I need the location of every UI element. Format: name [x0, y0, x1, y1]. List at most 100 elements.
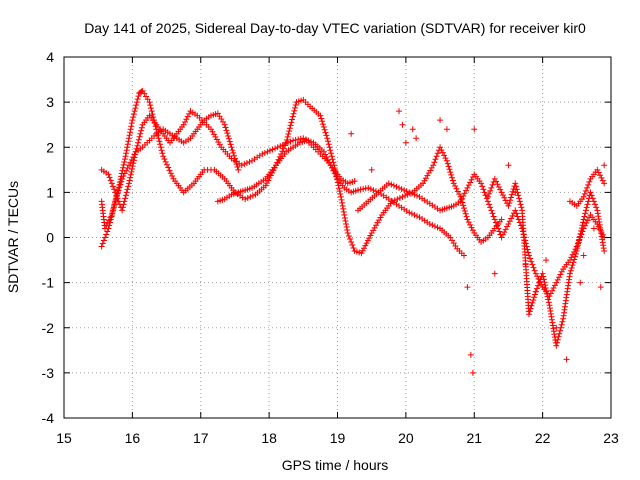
data-point-track-e [461, 190, 468, 197]
data-point-track-b [121, 198, 128, 205]
data-point-track-a [447, 169, 454, 176]
data-point-track-f [489, 181, 496, 188]
data-point-track-e [390, 182, 397, 189]
data-point-track-b [124, 186, 131, 193]
data-point-track-f [544, 293, 551, 300]
data-point-track-c [233, 161, 240, 168]
data-point-track-f [515, 192, 522, 199]
data-point-outliers [580, 252, 587, 259]
data-point-track-f [499, 192, 506, 199]
data-point-track-a [342, 217, 349, 224]
data-point-track-f [569, 262, 576, 269]
data-point-track-b [460, 252, 467, 259]
data-point-track-a [449, 177, 456, 184]
data-point-track-a [362, 242, 369, 249]
data-point-track-b [277, 143, 284, 150]
data-point-track-f [579, 222, 586, 229]
data-point-track-f [540, 276, 547, 283]
x-tick-label: 19 [330, 430, 346, 446]
data-point-track-f [557, 327, 564, 334]
y-tick-label: 1 [46, 184, 54, 200]
data-point-track-c [113, 195, 120, 202]
data-point-track-f [508, 194, 515, 201]
data-point-track-f [584, 201, 591, 208]
data-point-track-c [99, 240, 106, 247]
data-point-track-f [531, 294, 538, 301]
data-point-track-b [411, 211, 418, 218]
data-point-track-a [323, 132, 330, 139]
data-point-track-c [231, 155, 238, 162]
data-point-track-f [575, 242, 582, 249]
data-point-track-d [351, 178, 358, 185]
data-point-track-c [224, 130, 231, 137]
data-point-track-c [110, 204, 117, 211]
data-point-track-a [263, 180, 270, 187]
data-point-track-a [456, 191, 463, 198]
data-point-track-b [216, 141, 223, 148]
data-point-track-e [403, 188, 410, 195]
data-point-track-f [530, 297, 537, 304]
data-point-track-e [411, 191, 418, 198]
data-point-track-b [180, 121, 187, 128]
data-point-outliers [553, 324, 560, 331]
data-points [98, 87, 608, 376]
data-point-track-a [430, 162, 437, 169]
data-point-track-e [508, 215, 515, 222]
data-point-track-f [581, 213, 588, 220]
data-point-track-b [137, 130, 144, 137]
data-point-track-c [106, 222, 113, 229]
data-point-track-f [545, 296, 552, 303]
data-point-track-f [554, 336, 561, 343]
data-point-track-c [222, 124, 229, 131]
data-point-track-a [340, 205, 347, 212]
data-point-track-a [449, 174, 456, 181]
data-point-track-b [106, 174, 113, 181]
data-point-track-e [504, 223, 511, 230]
data-point-track-f [527, 305, 534, 312]
data-point-track-b [120, 201, 127, 208]
data-point-track-b [128, 168, 135, 175]
data-point-track-b [136, 133, 143, 140]
data-point-track-a [367, 232, 374, 239]
data-point-outliers [577, 279, 584, 286]
data-point-track-a [402, 192, 409, 199]
data-point-track-c [230, 149, 237, 156]
data-point-track-a [364, 237, 371, 244]
data-point-track-c [221, 121, 228, 128]
data-point-track-b [135, 139, 142, 146]
data-point-track-b [110, 183, 117, 190]
data-point-track-b [324, 156, 331, 163]
data-point-track-a [317, 112, 324, 119]
data-point-track-b [209, 128, 216, 135]
data-point-track-e [491, 216, 498, 223]
data-point-track-b [297, 135, 304, 142]
data-point-track-c [102, 234, 109, 241]
data-point-track-f [531, 291, 538, 298]
data-point-track-e [467, 179, 474, 186]
data-point-outliers [409, 126, 416, 133]
data-point-track-b [272, 145, 279, 152]
data-point-track-f [576, 236, 583, 243]
data-point-track-e [481, 189, 488, 196]
data-point-track-a [360, 245, 367, 252]
data-point-track-f [577, 230, 584, 237]
data-point-track-a [452, 183, 459, 190]
data-point-track-e [557, 271, 564, 278]
x-axis-label: GPS time / hours [282, 457, 389, 473]
data-point-track-e [582, 222, 589, 229]
data-point-track-a [262, 182, 269, 189]
grid-lines [64, 57, 611, 418]
data-point-track-a [124, 144, 131, 151]
data-point-track-f [533, 285, 540, 292]
data-point-track-f [488, 184, 495, 191]
data-point-track-b [355, 187, 362, 194]
data-point-track-f [539, 270, 546, 277]
data-point-track-e [502, 226, 509, 233]
data-point-track-f [513, 183, 520, 190]
data-point-track-a [340, 208, 347, 215]
data-point-track-a [134, 96, 141, 103]
data-point-track-f [526, 308, 533, 315]
data-point-track-b [107, 177, 114, 184]
data-point-track-b [119, 207, 126, 214]
